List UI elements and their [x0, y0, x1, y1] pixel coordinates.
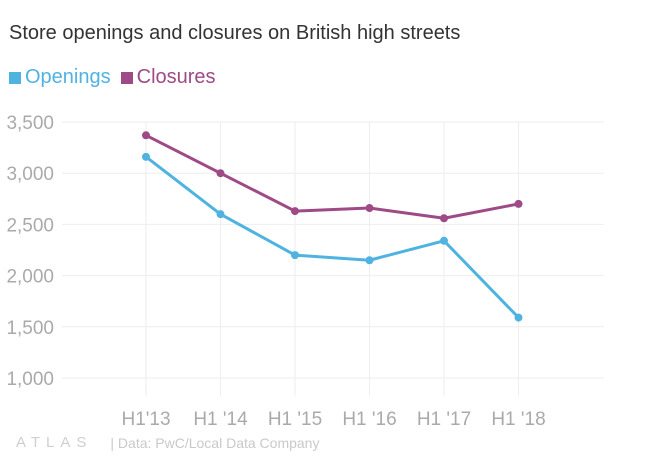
- openings-point: [440, 236, 448, 245]
- closures-point: [291, 207, 299, 216]
- x-tick-label: H1 '14: [193, 409, 248, 430]
- source-note: | Data: PwC/Local Data Company: [110, 434, 320, 451]
- x-tick-label: H1 '17: [417, 409, 471, 430]
- openings-line: [145, 155, 520, 319]
- y-tick-label: 1,000: [6, 369, 54, 390]
- atlas-logo: ATLAS: [16, 434, 93, 451]
- footer: ATLAS | Data: PwC/Local Data Company: [16, 434, 319, 451]
- closures-point: [440, 214, 448, 223]
- closures-point: [365, 204, 374, 213]
- y-tick-label: 2,500: [6, 215, 54, 236]
- x-tick-label: H1 '16: [342, 409, 396, 430]
- openings-point: [142, 152, 150, 161]
- closures-point: [216, 169, 225, 178]
- x-tick-label: H1 '18: [491, 409, 545, 430]
- openings-point: [365, 256, 374, 265]
- openings-swatch: [9, 71, 21, 84]
- legend-item-closures: Closures: [120, 66, 216, 89]
- closures-point: [514, 199, 523, 208]
- openings-point: [514, 313, 523, 322]
- closures-swatch: [120, 71, 133, 84]
- openings-point: [216, 210, 225, 219]
- legend-label-openings: Openings: [25, 66, 111, 88]
- y-tick-label: 3,500: [6, 113, 54, 134]
- chart-title: Store openings and closures on British h…: [9, 22, 461, 44]
- closures-point: [142, 131, 150, 140]
- y-tick-label: 2,000: [6, 267, 54, 288]
- x-tick-label: H1'13: [121, 409, 170, 430]
- y-tick-label: 3,000: [6, 164, 54, 185]
- closures-line: [145, 133, 519, 220]
- x-tick-label: H1 '15: [268, 409, 322, 430]
- y-tick-label: 1,500: [6, 318, 54, 339]
- legend-item-openings: Openings: [9, 66, 111, 89]
- legend-label-closures: Closures: [136, 66, 216, 88]
- openings-point: [291, 251, 299, 260]
- legend: Openings Closures: [9, 66, 216, 89]
